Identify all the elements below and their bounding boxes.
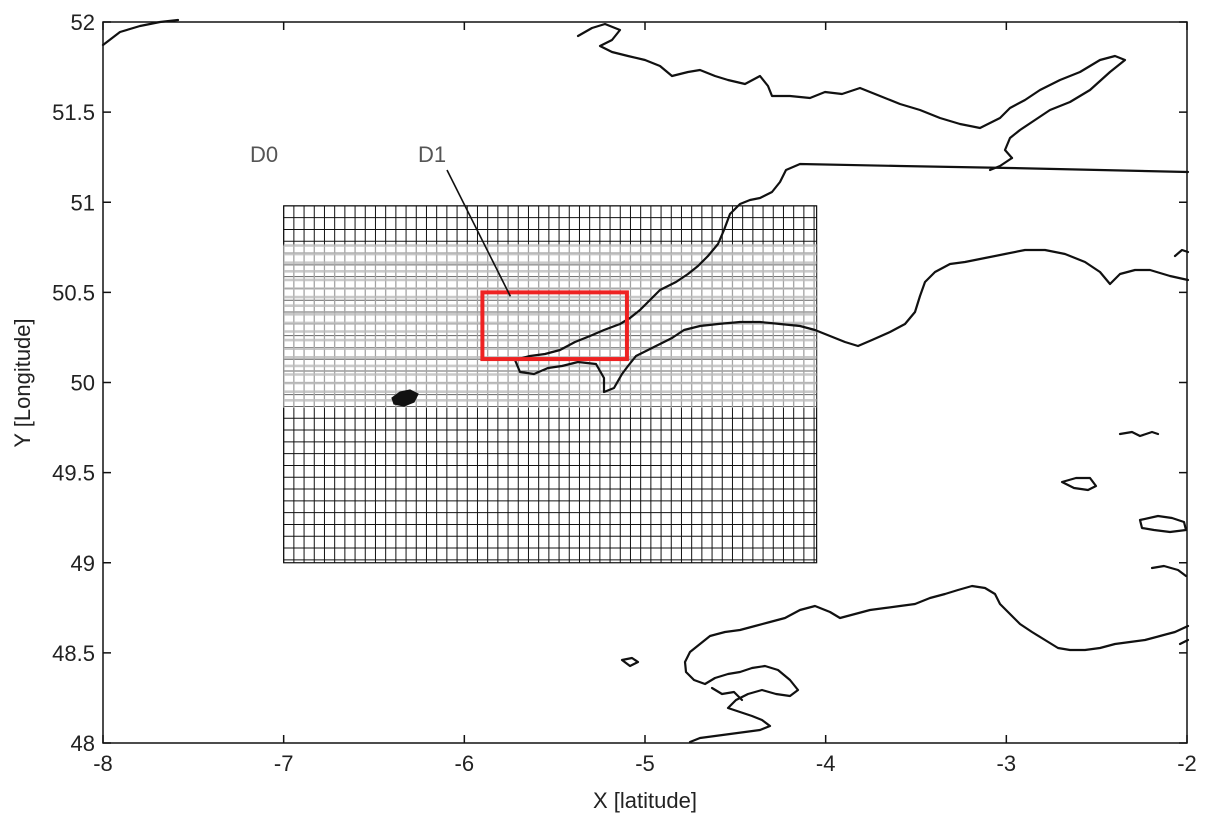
x-tick-label: -6 [455,751,475,776]
coastline-wales [101,18,180,47]
y-tick-label: 50 [71,371,95,396]
x-tick-label: -8 [93,751,113,776]
x-tick-label: -2 [1177,751,1197,776]
island-alderney [1118,430,1160,438]
y-tick-label: 51.5 [52,100,95,125]
y-tick-label: 49 [71,551,95,576]
coastline-brest [710,686,744,702]
x-axis-ticks: -8 -7 -6 -5 -4 -3 -2 [93,22,1197,776]
y-tick-label: 50.5 [52,280,95,305]
y-tick-label: 52 [71,10,95,35]
y-tick-label: 51 [71,190,95,215]
island-small-east [1150,564,1188,578]
y-axis-label: Y [Longitude] [10,318,35,447]
d0-overlay-band [282,244,817,408]
island-ushant [620,656,640,668]
coastline-isle-of-wight [1173,248,1190,258]
island-guernsey [1060,476,1098,492]
d0-label: D0 [250,142,278,167]
d1-label: D1 [418,142,446,167]
y-axis-ticks: 48 48.5 49 49.5 50 50.5 51 51.5 52 [52,10,1187,756]
coastline-wales-peninsula [576,22,1127,160]
x-tick-label: -7 [274,751,294,776]
d1-domain-box [480,290,629,362]
y-tick-label: 48 [71,731,95,756]
x-tick-label: -4 [816,751,836,776]
y-tick-label: 48.5 [52,641,95,666]
island-scilly [391,389,419,407]
x-tick-label: -5 [635,751,655,776]
y-tick-label: 49.5 [52,461,95,486]
island-jersey [1138,514,1188,534]
coastline-southwest-england [513,162,1190,394]
coastlines [101,18,1190,744]
x-tick-label: -3 [997,751,1017,776]
x-axis-label: X [latitude] [593,788,697,813]
coastline-brittany [683,584,1190,744]
d1-leader-line [446,169,512,297]
